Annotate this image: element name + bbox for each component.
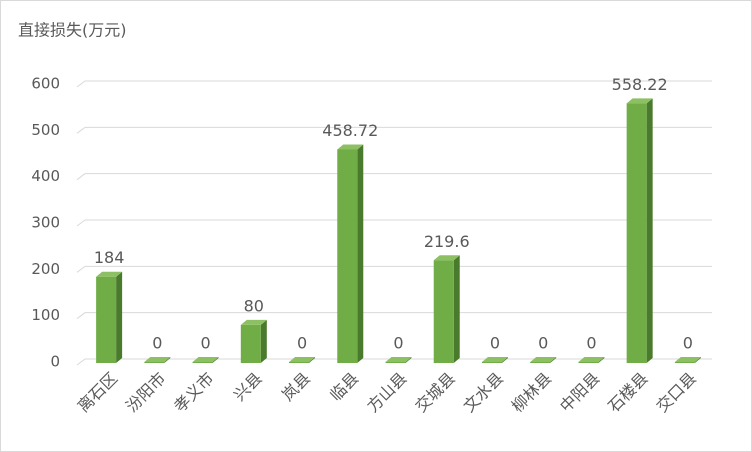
bar (481, 362, 502, 363)
value-label: 80 (244, 296, 264, 315)
bar-top (144, 357, 171, 362)
bar-side (357, 144, 364, 363)
bar (578, 362, 599, 363)
bar-top (530, 357, 557, 362)
value-label: 0 (297, 334, 307, 353)
value-label: 558.22 (612, 75, 668, 94)
y-tick-label: 200 (31, 260, 60, 278)
bar (192, 362, 213, 363)
bar-side (501, 357, 508, 363)
value-label: 0 (538, 334, 548, 353)
bar-top (96, 271, 123, 277)
grid-line (76, 312, 712, 320)
value-label: 0 (490, 334, 500, 353)
bar-top (674, 357, 701, 362)
bar-top (337, 144, 364, 150)
value-label: 219.6 (424, 232, 470, 251)
bar (674, 362, 695, 363)
value-label: 458.72 (322, 121, 378, 140)
bar-top (433, 255, 460, 261)
bar (289, 362, 310, 363)
bar-side (116, 271, 123, 363)
chart-title: 直接损失(万元) (18, 21, 127, 40)
bar-side (453, 255, 460, 363)
bar-side (260, 319, 267, 363)
bar-side (598, 357, 605, 363)
bar (626, 103, 647, 364)
bar-top (626, 98, 653, 104)
bar-top (481, 357, 508, 362)
bar (144, 362, 165, 363)
bar-side (309, 357, 316, 363)
grid-line (76, 265, 712, 273)
bar-top (192, 357, 219, 362)
bar-side (212, 357, 219, 363)
value-label: 0 (683, 334, 693, 353)
value-label: 0 (152, 334, 162, 353)
bar (337, 149, 358, 363)
y-tick-label: 300 (31, 214, 60, 232)
bar-top (578, 357, 605, 362)
bar (240, 324, 261, 363)
y-tick-label: 100 (31, 306, 60, 324)
y-tick-label: 400 (31, 167, 60, 185)
bar (530, 362, 551, 363)
bar-side (694, 357, 701, 363)
value-label: 0 (200, 334, 210, 353)
y-tick-label: 600 (31, 75, 60, 93)
value-label: 0 (586, 334, 596, 353)
value-label: 184 (94, 248, 125, 267)
bar-side (164, 357, 171, 363)
bar-side (405, 357, 412, 363)
value-label: 0 (393, 334, 403, 353)
grid-line (76, 173, 712, 181)
grid-line (76, 126, 712, 134)
bar (385, 362, 406, 363)
bar (96, 276, 117, 363)
grid-line (76, 80, 712, 88)
bar (433, 260, 454, 363)
y-tick-label: 0 (50, 353, 60, 371)
bar-top (240, 319, 267, 325)
y-tick-label: 500 (31, 121, 60, 139)
grid-line (76, 219, 712, 227)
bar-top (289, 357, 316, 362)
bar-top (385, 357, 412, 362)
bar-side (646, 98, 653, 364)
bar-side (550, 357, 557, 363)
